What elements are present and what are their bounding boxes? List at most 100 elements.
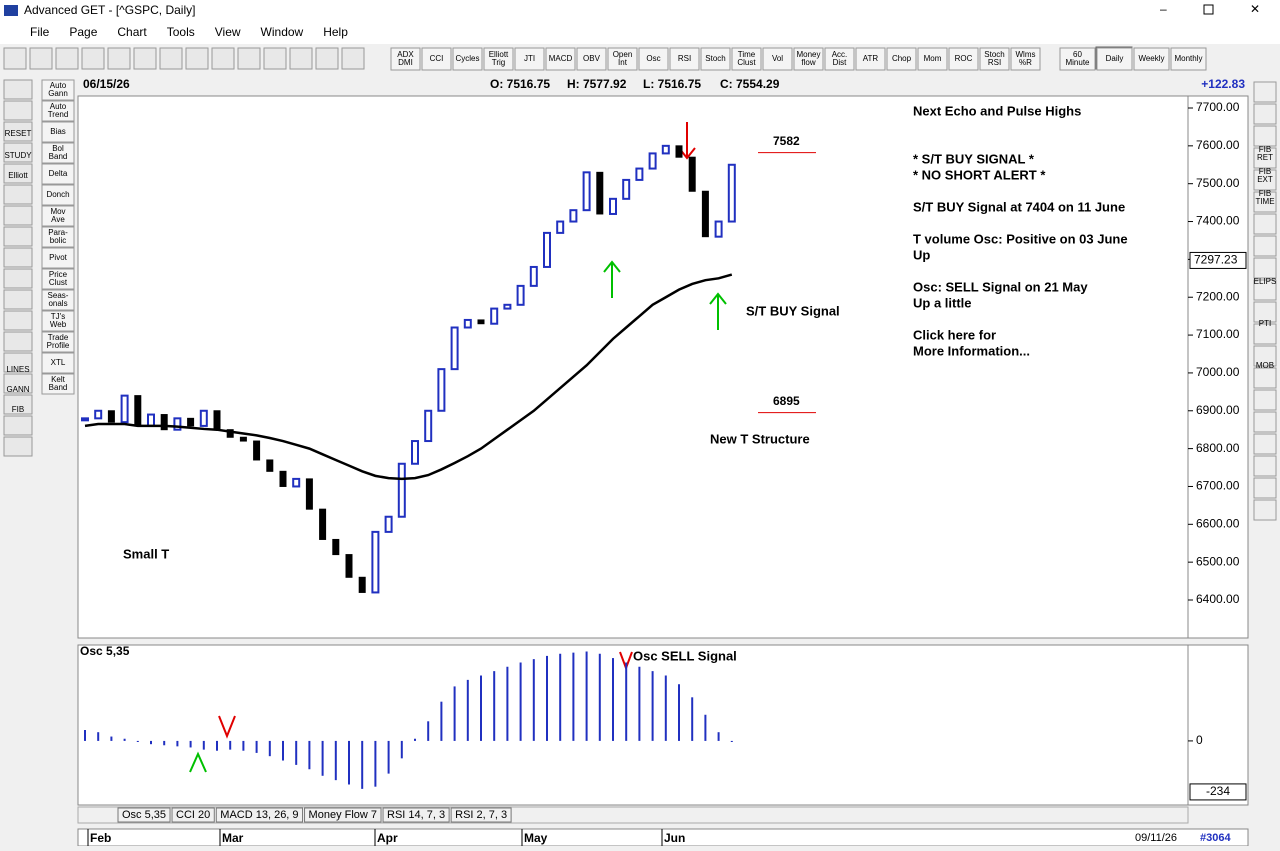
side-icon[interactable]: [3, 352, 33, 373]
tab[interactable]: MACD 13, 26, 9: [220, 809, 298, 821]
side-icon[interactable]: [3, 331, 33, 352]
tool-icon[interactable]: [341, 47, 365, 70]
side-icon[interactable]: [3, 310, 33, 331]
tab[interactable]: RSI 2, 7, 3: [455, 809, 507, 821]
side-icon[interactable]: [3, 226, 33, 247]
side-icon[interactable]: [3, 436, 33, 457]
study-button[interactable]: [886, 47, 917, 71]
overlay-button[interactable]: [41, 205, 75, 227]
study-button[interactable]: [855, 47, 886, 71]
side-icon[interactable]: [3, 394, 33, 415]
right-icon[interactable]: [1253, 169, 1277, 191]
side-icon[interactable]: [3, 142, 33, 163]
tool-icon[interactable]: [185, 47, 209, 70]
menu-item[interactable]: Help: [323, 25, 348, 39]
menu-item[interactable]: View: [215, 25, 241, 39]
right-icon[interactable]: [1253, 257, 1277, 279]
right-icon[interactable]: [1253, 235, 1277, 257]
timeframe-button[interactable]: [1133, 47, 1170, 71]
right-icon[interactable]: [1253, 147, 1277, 169]
overlay-button[interactable]: [41, 79, 75, 101]
tool-icon[interactable]: [211, 47, 235, 70]
menu-item[interactable]: Window: [261, 25, 304, 39]
study-button[interactable]: [421, 47, 452, 71]
right-icon[interactable]: [1253, 125, 1277, 147]
right-icon[interactable]: [1253, 81, 1277, 103]
tab[interactable]: Osc 5,35: [122, 809, 166, 821]
tool-icon[interactable]: [3, 47, 27, 70]
right-icon[interactable]: [1253, 213, 1277, 235]
study-button[interactable]: [948, 47, 979, 71]
right-icon[interactable]: [1253, 455, 1277, 477]
maximize[interactable]: [1203, 4, 1214, 15]
tab[interactable]: CCI 20: [176, 809, 210, 821]
minimize[interactable]: –: [1160, 2, 1167, 16]
study-button[interactable]: [917, 47, 948, 71]
info-link[interactable]: Click here for: [913, 327, 996, 342]
menu-item[interactable]: File: [30, 25, 50, 39]
overlay-button[interactable]: [41, 142, 75, 164]
study-button[interactable]: [793, 47, 824, 71]
study-button[interactable]: [576, 47, 607, 71]
overlay-button[interactable]: [41, 310, 75, 332]
right-icon[interactable]: [1253, 191, 1277, 213]
tab[interactable]: RSI 14, 7, 3: [387, 809, 445, 821]
timeframe-button[interactable]: [1096, 47, 1133, 71]
side-icon[interactable]: [3, 163, 33, 184]
tool-icon[interactable]: [159, 47, 183, 70]
tool-icon[interactable]: [237, 47, 261, 70]
study-button[interactable]: [483, 47, 514, 71]
study-button[interactable]: [545, 47, 576, 71]
side-icon[interactable]: [3, 415, 33, 436]
right-icon[interactable]: [1253, 433, 1277, 455]
overlay-button[interactable]: [41, 184, 75, 206]
overlay-button[interactable]: [41, 163, 75, 185]
right-icon[interactable]: [1253, 301, 1277, 323]
side-icon[interactable]: [3, 100, 33, 121]
side-icon[interactable]: [3, 247, 33, 268]
menu-item[interactable]: Page: [69, 25, 97, 39]
tool-icon[interactable]: [107, 47, 131, 70]
overlay-button[interactable]: [41, 247, 75, 269]
menu-item[interactable]: Tools: [167, 25, 195, 39]
study-button[interactable]: [824, 47, 855, 71]
right-icon[interactable]: [1253, 499, 1277, 521]
side-icon[interactable]: [3, 184, 33, 205]
tool-icon[interactable]: [55, 47, 79, 70]
study-button[interactable]: [669, 47, 700, 71]
timeframe-button[interactable]: [1059, 47, 1096, 71]
side-icon[interactable]: [3, 289, 33, 310]
tool-icon[interactable]: [263, 47, 287, 70]
tool-icon[interactable]: [289, 47, 313, 70]
study-button[interactable]: [731, 47, 762, 71]
study-button[interactable]: [762, 47, 793, 71]
tool-icon[interactable]: [133, 47, 157, 70]
tool-icon[interactable]: [81, 47, 105, 70]
overlay-button[interactable]: [41, 289, 75, 311]
study-button[interactable]: [514, 47, 545, 71]
right-icon[interactable]: [1253, 367, 1277, 389]
tool-icon[interactable]: [29, 47, 53, 70]
tab[interactable]: Money Flow 7: [309, 809, 377, 821]
overlay-button[interactable]: [41, 331, 75, 353]
side-icon[interactable]: [3, 79, 33, 100]
overlay-button[interactable]: [41, 121, 75, 143]
right-icon[interactable]: [1253, 345, 1277, 367]
overlay-button[interactable]: [41, 352, 75, 374]
right-icon[interactable]: [1253, 477, 1277, 499]
study-button[interactable]: [700, 47, 731, 71]
study-button[interactable]: [638, 47, 669, 71]
study-button[interactable]: [979, 47, 1010, 71]
right-icon[interactable]: [1253, 103, 1277, 125]
right-icon[interactable]: [1253, 323, 1277, 345]
right-icon[interactable]: [1253, 279, 1277, 301]
timeframe-button[interactable]: [1170, 47, 1207, 71]
menu-item[interactable]: Chart: [117, 25, 147, 39]
tool-icon[interactable]: [315, 47, 339, 70]
side-icon[interactable]: [3, 205, 33, 226]
side-icon[interactable]: [3, 373, 33, 394]
side-icon[interactable]: [3, 121, 33, 142]
study-button[interactable]: [1010, 47, 1041, 71]
info-link[interactable]: More Information...: [913, 343, 1030, 358]
side-icon[interactable]: [3, 268, 33, 289]
